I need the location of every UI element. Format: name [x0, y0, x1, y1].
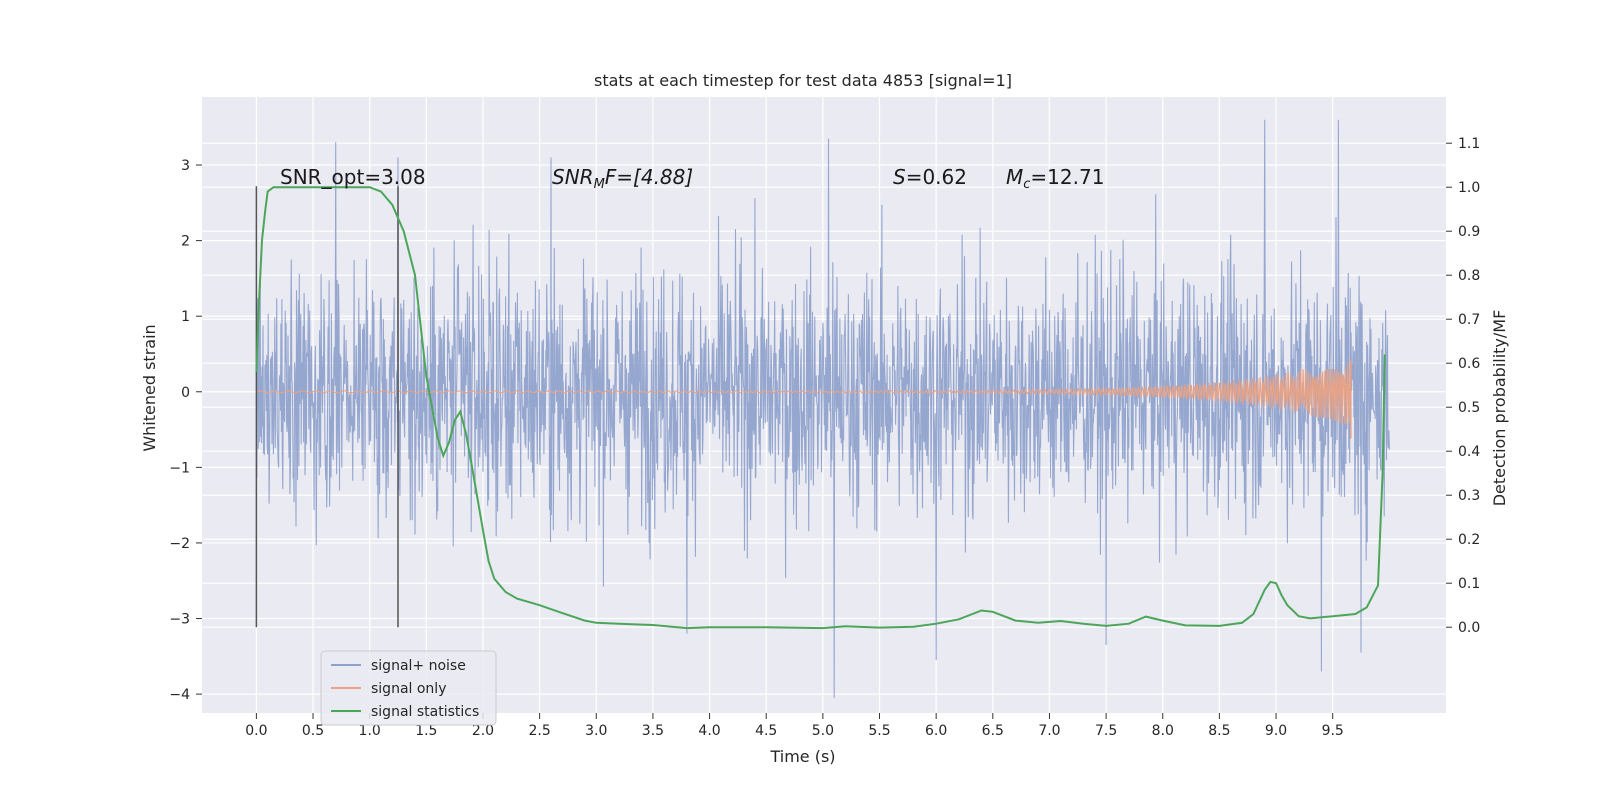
signal-noise-line: [255, 119, 1390, 698]
y2-axis-ticks: 1.1 1.0 0.9 0.8 0.7 0.6 0.5 0.4 0.3 0.2 0.1 0.0: [1446, 136, 1480, 636]
legend: signal+ noise signal only signal statistic…: [320, 650, 497, 726]
y2-tick-label: 0.7: [1458, 312, 1480, 328]
x-tick-label: 6.5: [982, 723, 1004, 739]
y2-tick-label: 0.2: [1458, 532, 1480, 548]
series-signal-statistics: [255, 186, 1386, 630]
y2-tick-label: 0.3: [1458, 488, 1480, 504]
y2-tick-label: 0.0: [1458, 620, 1480, 636]
y-tick-label: 0: [181, 385, 190, 401]
y-axis-label: Whitened strain: [140, 324, 159, 451]
x-tick-label: 1.0: [359, 723, 381, 739]
y2-tick-label: 1.0: [1458, 180, 1480, 196]
x-tick-label: 7.0: [1038, 723, 1060, 739]
annotation-s-symbol: S: [893, 165, 906, 189]
y-tick-label: 3: [181, 158, 190, 174]
x-tick-label: 3.0: [585, 723, 607, 739]
legend-box: [320, 650, 497, 726]
annotation-mc-subscript: c: [1023, 177, 1031, 192]
y2-axis-label: Detection probability/MF: [1490, 310, 1509, 507]
x-tick-label: 3.5: [642, 723, 664, 739]
series-signal-noise: [255, 119, 1390, 698]
x-tick-label: 6.0: [925, 723, 947, 739]
annotation-snr-mf-symbol: SNR: [552, 165, 594, 189]
x-axis-label: Time (s): [769, 747, 835, 766]
chart-title: stats at each timestep for test data 485…: [594, 71, 1012, 90]
y2-tick-label: 0.1: [1458, 576, 1480, 592]
x-tick-label: 7.5: [1095, 723, 1117, 739]
x-tick-label: 1.5: [415, 723, 437, 739]
annotation-snr-mf-subscript: M: [593, 177, 605, 192]
y2-tick-label: 1.1: [1458, 136, 1480, 152]
x-tick-label: 9.5: [1322, 723, 1344, 739]
annotation-mc-value: =12.71: [1030, 165, 1105, 189]
x-tick-label: 5.5: [868, 723, 890, 739]
y-tick-label: −1: [169, 460, 190, 476]
y2-tick-label: 0.9: [1458, 224, 1480, 240]
vertical-markers: [255, 186, 399, 628]
y-axis-ticks: 3 2 1 0 −1 −2 −3 −4: [169, 158, 202, 703]
y-tick-label: −4: [169, 687, 190, 703]
legend-label: signal+ noise: [371, 658, 466, 674]
y2-tick-label: 0.4: [1458, 444, 1480, 460]
y-tick-label: 1: [181, 309, 190, 325]
series-signal-only: [256, 360, 1352, 439]
x-axis-ticks: 0.0 0.5 1.0 1.5 2.0 2.5 3.0 3.5 4.0 4.5 5.0 5.5 6.0 6…: [245, 713, 1344, 739]
y-tick-label: −3: [169, 612, 190, 628]
signal-only-line: [256, 360, 1352, 425]
annotation-snr-opt-text: SNR_opt=3.08: [280, 165, 426, 189]
annotation-snr-opt: SNR_opt=3.08: [280, 167, 426, 187]
legend-label: signal only: [371, 681, 446, 697]
x-tick-label: 8.0: [1152, 723, 1174, 739]
x-tick-label: 0.0: [245, 723, 267, 739]
annotation-snr-mf: SNRMF=[4.88]: [552, 167, 693, 191]
signal-statistics-line: [255, 186, 1386, 630]
x-tick-label: 2.0: [472, 723, 494, 739]
y2-tick-label: 0.8: [1458, 268, 1480, 284]
legend-label: signal statistics: [371, 704, 479, 720]
annotation-s: S=0.62: [893, 167, 967, 187]
x-tick-label: 0.5: [302, 723, 324, 739]
x-tick-label: 4.0: [698, 723, 720, 739]
x-tick-label: 5.0: [812, 723, 834, 739]
y2-tick-label: 0.5: [1458, 400, 1480, 416]
annotation-mc: Mc=12.71: [1006, 167, 1104, 191]
annotation-s-value: =0.62: [905, 165, 967, 189]
y-tick-label: 2: [181, 234, 190, 250]
x-tick-label: 4.5: [755, 723, 777, 739]
y2-tick-label: 0.6: [1458, 356, 1480, 372]
x-tick-label: 8.5: [1208, 723, 1230, 739]
x-tick-label: 2.5: [528, 723, 550, 739]
y-tick-label: −2: [169, 536, 190, 552]
annotation-snr-mf-value: F=[4.88]: [604, 165, 694, 189]
x-tick-label: 9.0: [1265, 723, 1287, 739]
annotation-mc-symbol: M: [1006, 165, 1024, 189]
